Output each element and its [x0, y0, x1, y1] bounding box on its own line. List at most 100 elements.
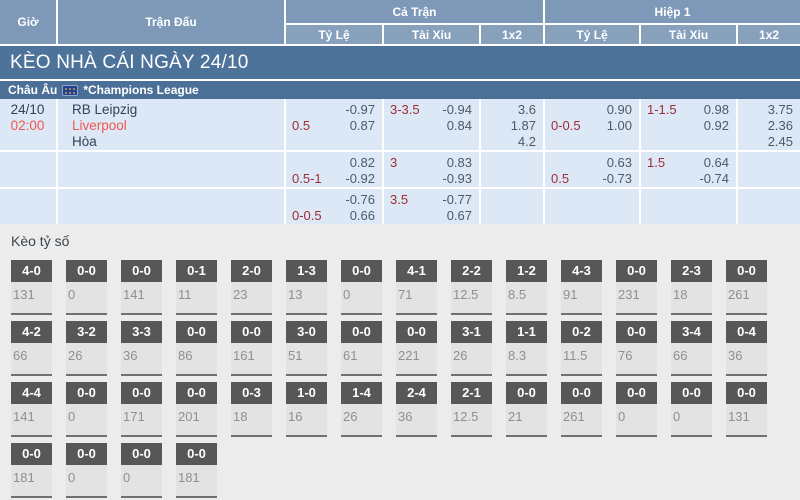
score-odds-value: 141: [121, 282, 162, 315]
match-teams-cell[interactable]: RB Leipzig Liverpool Hòa: [57, 99, 286, 152]
score-odds-value: 61: [341, 343, 382, 376]
half-handicap-cell[interactable]: [544, 188, 641, 224]
half-handicap-cell[interactable]: 0.90 0-0.5 1.00: [544, 99, 641, 152]
score-bet-cell[interactable]: 0-0 0: [121, 443, 162, 498]
score-odds-value: 181: [176, 465, 217, 498]
score-label: 0-0: [616, 382, 657, 404]
half-1x2-cell[interactable]: [737, 151, 800, 189]
score-bet-cell[interactable]: 3-2 26: [66, 321, 107, 376]
score-label: 0-4: [726, 321, 767, 343]
odds-value: -0.73: [602, 171, 632, 186]
score-bet-cell[interactable]: 0-0 86: [176, 321, 217, 376]
score-bet-cell[interactable]: 0-0 0: [616, 382, 657, 437]
score-bet-cell[interactable]: 2-1 12.5: [451, 382, 492, 437]
odds-value: 3.75: [767, 102, 793, 117]
score-odds-value: 13: [286, 282, 327, 315]
score-bet-cell[interactable]: 0-0 0: [66, 443, 107, 498]
half-overunder-cell[interactable]: [640, 188, 738, 224]
half-1x2-cell[interactable]: [737, 188, 800, 224]
score-bet-cell[interactable]: 0-0 0: [341, 260, 382, 315]
handicap-line: 0.5: [292, 118, 311, 133]
half-overunder-cell[interactable]: 1.5 0.64 -0.74: [640, 151, 738, 189]
score-odds-value: 231: [616, 282, 657, 315]
score-bet-cell[interactable]: 1-3 13: [286, 260, 327, 315]
odds-value: 0.64: [703, 155, 729, 170]
full-overunder-cell[interactable]: 3 0.83 -0.93: [383, 151, 481, 189]
full-1x2-cell[interactable]: [480, 151, 545, 189]
score-label: 4-2: [11, 321, 52, 343]
odds-value: 1.00: [606, 118, 632, 133]
full-handicap-cell[interactable]: -0.76 0-0.5 0.66: [285, 188, 384, 224]
half-overunder-cell[interactable]: 1-1.5 0.98 0.92: [640, 99, 738, 152]
teams-cell-empty: [57, 188, 286, 224]
score-bet-cell[interactable]: 0-0 0: [671, 382, 712, 437]
score-bet-cell[interactable]: 3-0 51: [286, 321, 327, 376]
odds-value: -0.97: [345, 102, 375, 117]
score-bet-cell[interactable]: 0-0 0: [66, 260, 107, 315]
score-label: 0-0: [726, 260, 767, 282]
score-bet-cell[interactable]: 0-0 261: [726, 260, 767, 315]
score-odds-value: 36: [726, 343, 767, 376]
score-bet-cell[interactable]: 0-0 181: [11, 443, 52, 498]
score-odds-value: 26: [451, 343, 492, 376]
score-odds-value: 0: [66, 465, 107, 498]
score-odds-value: 11.5: [561, 343, 602, 376]
score-bet-cell[interactable]: 4-1 71: [396, 260, 437, 315]
score-bet-cell[interactable]: 0-0 261: [561, 382, 602, 437]
score-bet-cell[interactable]: 2-3 18: [671, 260, 712, 315]
score-label: 2-4: [396, 382, 437, 404]
score-bet-cell[interactable]: 4-2 66: [11, 321, 52, 376]
score-label: 1-4: [341, 382, 382, 404]
score-bet-cell[interactable]: 1-4 26: [341, 382, 382, 437]
score-bet-cell[interactable]: 3-1 26: [451, 321, 492, 376]
score-odds-value: 12.5: [451, 282, 492, 315]
score-bet-cell[interactable]: 0-1 11: [176, 260, 217, 315]
score-label: 0-0: [121, 443, 162, 465]
score-bet-cell[interactable]: 2-4 36: [396, 382, 437, 437]
score-bet-cell[interactable]: 0-0 181: [176, 443, 217, 498]
score-bet-cell[interactable]: 2-2 12.5: [451, 260, 492, 315]
score-bet-cell[interactable]: 0-2 11.5: [561, 321, 602, 376]
odds-value: 0.63: [606, 155, 632, 170]
score-bet-cell[interactable]: 0-0 201: [176, 382, 217, 437]
score-bet-cell[interactable]: 0-0 21: [506, 382, 547, 437]
score-bet-cell[interactable]: 3-4 66: [671, 321, 712, 376]
score-bet-cell[interactable]: 0-0 0: [66, 382, 107, 437]
score-bet-cell[interactable]: 4-4 141: [11, 382, 52, 437]
half-handicap-cell[interactable]: 0.63 0.5 -0.73: [544, 151, 641, 189]
score-bet-cell[interactable]: 0-3 18: [231, 382, 272, 437]
score-odds-value: 171: [121, 404, 162, 437]
time-cell-empty: [0, 151, 58, 189]
score-bet-cell[interactable]: 0-0 141: [121, 260, 162, 315]
full-1x2-cell[interactable]: 3.6 1.87 4.2: [480, 99, 545, 152]
score-bet-cell[interactable]: 4-0 131: [11, 260, 52, 315]
score-bet-cell[interactable]: 0-0 61: [341, 321, 382, 376]
score-bet-cell[interactable]: 0-0 131: [726, 382, 767, 437]
match-odds-row-3: -0.76 0-0.5 0.66 3.5 -0.77 0.67: [0, 188, 800, 224]
score-bet-cell[interactable]: 0-0 231: [616, 260, 657, 315]
score-label: 0-0: [66, 382, 107, 404]
full-1x2-cell[interactable]: [480, 188, 545, 224]
score-label: 0-0: [176, 321, 217, 343]
score-odds-value: 181: [11, 465, 52, 498]
score-bet-cell[interactable]: 1-2 8.5: [506, 260, 547, 315]
full-handicap-cell[interactable]: -0.97 0.5 0.87: [285, 99, 384, 152]
full-overunder-cell[interactable]: 3.5 -0.77 0.67: [383, 188, 481, 224]
full-overunder-cell[interactable]: 3-3.5 -0.94 0.84: [383, 99, 481, 152]
score-bet-cell[interactable]: 1-1 8.3: [506, 321, 547, 376]
score-bet-cell[interactable]: 2-0 23: [231, 260, 272, 315]
score-label: 0-0: [616, 260, 657, 282]
score-bet-cell[interactable]: 1-0 16: [286, 382, 327, 437]
score-bet-cell[interactable]: 0-0 76: [616, 321, 657, 376]
score-odds-value: 18: [231, 404, 272, 437]
teams-cell-empty: [57, 151, 286, 189]
score-bet-cell[interactable]: 0-4 36: [726, 321, 767, 376]
full-handicap-cell[interactable]: 0.82 0.5-1 -0.92: [285, 151, 384, 189]
score-bet-cell[interactable]: 0-0 221: [396, 321, 437, 376]
score-bet-cell[interactable]: 0-0 171: [121, 382, 162, 437]
score-bet-cell[interactable]: 0-0 161: [231, 321, 272, 376]
score-bet-cell[interactable]: 4-3 91: [561, 260, 602, 315]
half-1x2-cell[interactable]: 3.75 2.36 2.45: [737, 99, 800, 152]
score-bet-cell[interactable]: 3-3 36: [121, 321, 162, 376]
league-bar[interactable]: Châu Âu *Champions League: [0, 81, 800, 99]
